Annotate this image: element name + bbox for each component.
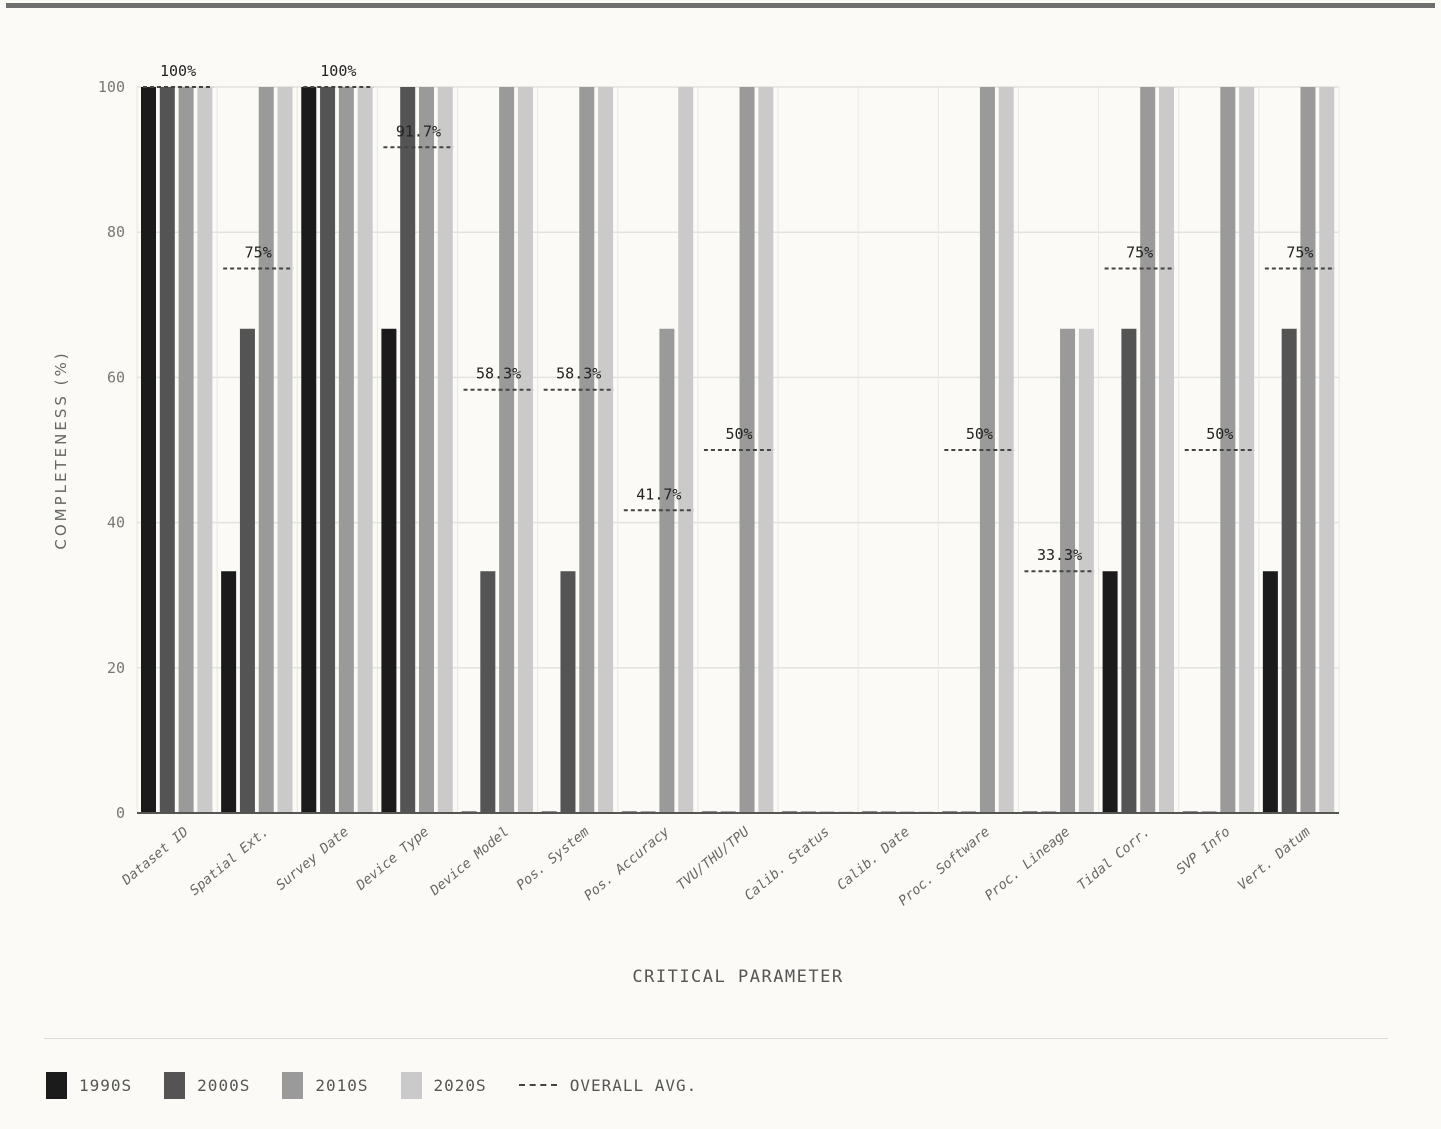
legend-item-2010s[interactable]: 2010S [282, 1071, 369, 1099]
overall-avg-label-1: 75% [245, 244, 272, 262]
bar-1990s-3 [381, 328, 397, 813]
bar-2020s-12 [1159, 87, 1174, 813]
overall-avg-label-5: 58.3% [556, 365, 601, 383]
y-tick-label-100: 100 [98, 78, 125, 96]
legend-item-1990s[interactable]: 1990S [46, 1071, 133, 1099]
legend-label-2020s: 2020S [433, 1075, 487, 1095]
y-axis-title: COMPLETENESS (%) [52, 350, 70, 549]
grid-layer [136, 86, 1340, 814]
x-axis-title: CRITICAL PARAMETER [632, 967, 843, 987]
bar-2020s-4 [517, 87, 533, 813]
overall-avg-label-13: 50% [1206, 425, 1233, 443]
y-tick-label-80: 80 [107, 223, 125, 241]
y-tick-label-20: 20 [107, 659, 125, 677]
y-tick-label-0: 0 [116, 804, 125, 822]
bar-2020s-14 [1319, 87, 1335, 813]
overall-avg-layer: 100% 75% 100% 91.7% 58.3% 58.3% 41.7% 50% 50% 33.… [143, 62, 1335, 814]
bar-2020s-5 [598, 87, 614, 813]
bar-2010s-4 [499, 87, 515, 813]
bar-1990s-0 [141, 87, 156, 813]
bar-2000s-12 [1121, 328, 1137, 813]
overall-avg-label-2: 100% [320, 62, 356, 80]
bar-1990s-2 [301, 87, 317, 813]
bar-2000s-1 [239, 328, 255, 813]
overall-avg-label-11: 33.3% [1037, 546, 1082, 564]
bar-2000s-14 [1281, 328, 1297, 813]
bar-1990s-14 [1262, 571, 1278, 813]
legend-label-2010s: 2010S [315, 1075, 369, 1095]
x-tick-label-13: SVP Info [1173, 824, 1233, 878]
bar-2010s-1 [258, 87, 274, 813]
legend-label-1990s: 1990S [79, 1075, 133, 1095]
bar-2020s-1 [277, 87, 293, 813]
bar-2020s-7 [758, 87, 774, 813]
legend: 1990S 2000S 2010S 2020S OVERALL AVG. [46, 1071, 729, 1099]
bar-2010s-0 [178, 87, 194, 813]
legend-swatch-2000s [164, 1071, 186, 1099]
bar-2010s-6 [659, 328, 675, 813]
bar-1990s-12 [1102, 571, 1118, 813]
bar-2020s-2 [357, 87, 373, 813]
overall-avg-label-0: 100% [160, 62, 196, 80]
top-rule [6, 3, 1435, 8]
x-tick-label-12: Tidal Corr. [1074, 824, 1153, 894]
x-tick-label-4: Device Model [426, 824, 512, 900]
legend-item-2020s[interactable]: 2020S [400, 1071, 487, 1099]
legend-label-2000s: 2000S [197, 1075, 251, 1095]
x-tick-label-9: Calib. Date [834, 824, 913, 894]
x-tick-label-6: Pos. Accuracy [581, 823, 673, 904]
bar-1990s-1 [221, 571, 237, 813]
y-tick-label-60: 60 [107, 368, 125, 386]
x-tick-label-0: Dataset ID [118, 824, 191, 889]
y-tick-label-40: 40 [107, 514, 125, 532]
legend-item-overall-avg[interactable]: OVERALL AVG. [518, 1075, 698, 1095]
bar-2010s-5 [579, 87, 595, 813]
legend-item-2000s[interactable]: 2000S [164, 1071, 251, 1099]
bar-chart: 100% 75% 100% 91.7% 58.3% 58.3% 41.7% 50% 50% 33.… [52, 62, 1340, 987]
overall-avg-label-10: 50% [966, 425, 993, 443]
bar-2000s-0 [159, 87, 175, 813]
overall-avg-label-3: 91.7% [396, 122, 441, 140]
bar-2010s-12 [1140, 87, 1156, 813]
x-tick-label-3: Device Type [352, 824, 432, 894]
x-tick-label-2: Survey Date [273, 824, 352, 894]
overall-avg-label-12: 75% [1126, 244, 1153, 262]
bars-layer [141, 87, 1335, 813]
bar-2000s-3 [400, 87, 416, 813]
bar-2000s-5 [560, 571, 576, 813]
x-tick-label-14: Vert. Datum [1235, 824, 1314, 894]
legend-dash-overall-avg [518, 1084, 557, 1086]
legend-label-overall-avg: OVERALL AVG. [569, 1075, 698, 1095]
bar-2020s-0 [197, 87, 213, 813]
x-tick-label-8: Calib. Status [741, 824, 832, 904]
bar-2010s-3 [419, 87, 434, 813]
overall-avg-label-7: 50% [725, 425, 752, 443]
overall-avg-label-14: 75% [1286, 244, 1313, 262]
overall-avg-label-6: 41.7% [636, 485, 681, 503]
legend-swatch-2010s [282, 1071, 304, 1099]
bar-2020s-11 [1078, 328, 1094, 813]
legend-swatch-2020s [400, 1071, 422, 1099]
bar-2010s-14 [1300, 87, 1316, 813]
x-tick-label-5: Pos. System [514, 824, 593, 894]
bar-2020s-6 [678, 87, 694, 813]
x-tick-label-7: TVU/THU/TPU [674, 823, 753, 893]
legend-divider [44, 1038, 1388, 1039]
legend-swatch-1990s [46, 1071, 67, 1099]
bar-2020s-13 [1239, 87, 1255, 813]
x-tick-label-11: Proc. Lineage [982, 824, 1073, 904]
bar-2010s-2 [338, 87, 354, 813]
bar-2020s-10 [998, 87, 1014, 813]
bar-2020s-3 [437, 87, 453, 813]
x-tick-label-1: Spatial Ext. [187, 824, 272, 899]
bar-2000s-2 [320, 87, 336, 813]
overall-avg-label-4: 58.3% [476, 365, 521, 383]
bar-2000s-4 [480, 571, 496, 813]
